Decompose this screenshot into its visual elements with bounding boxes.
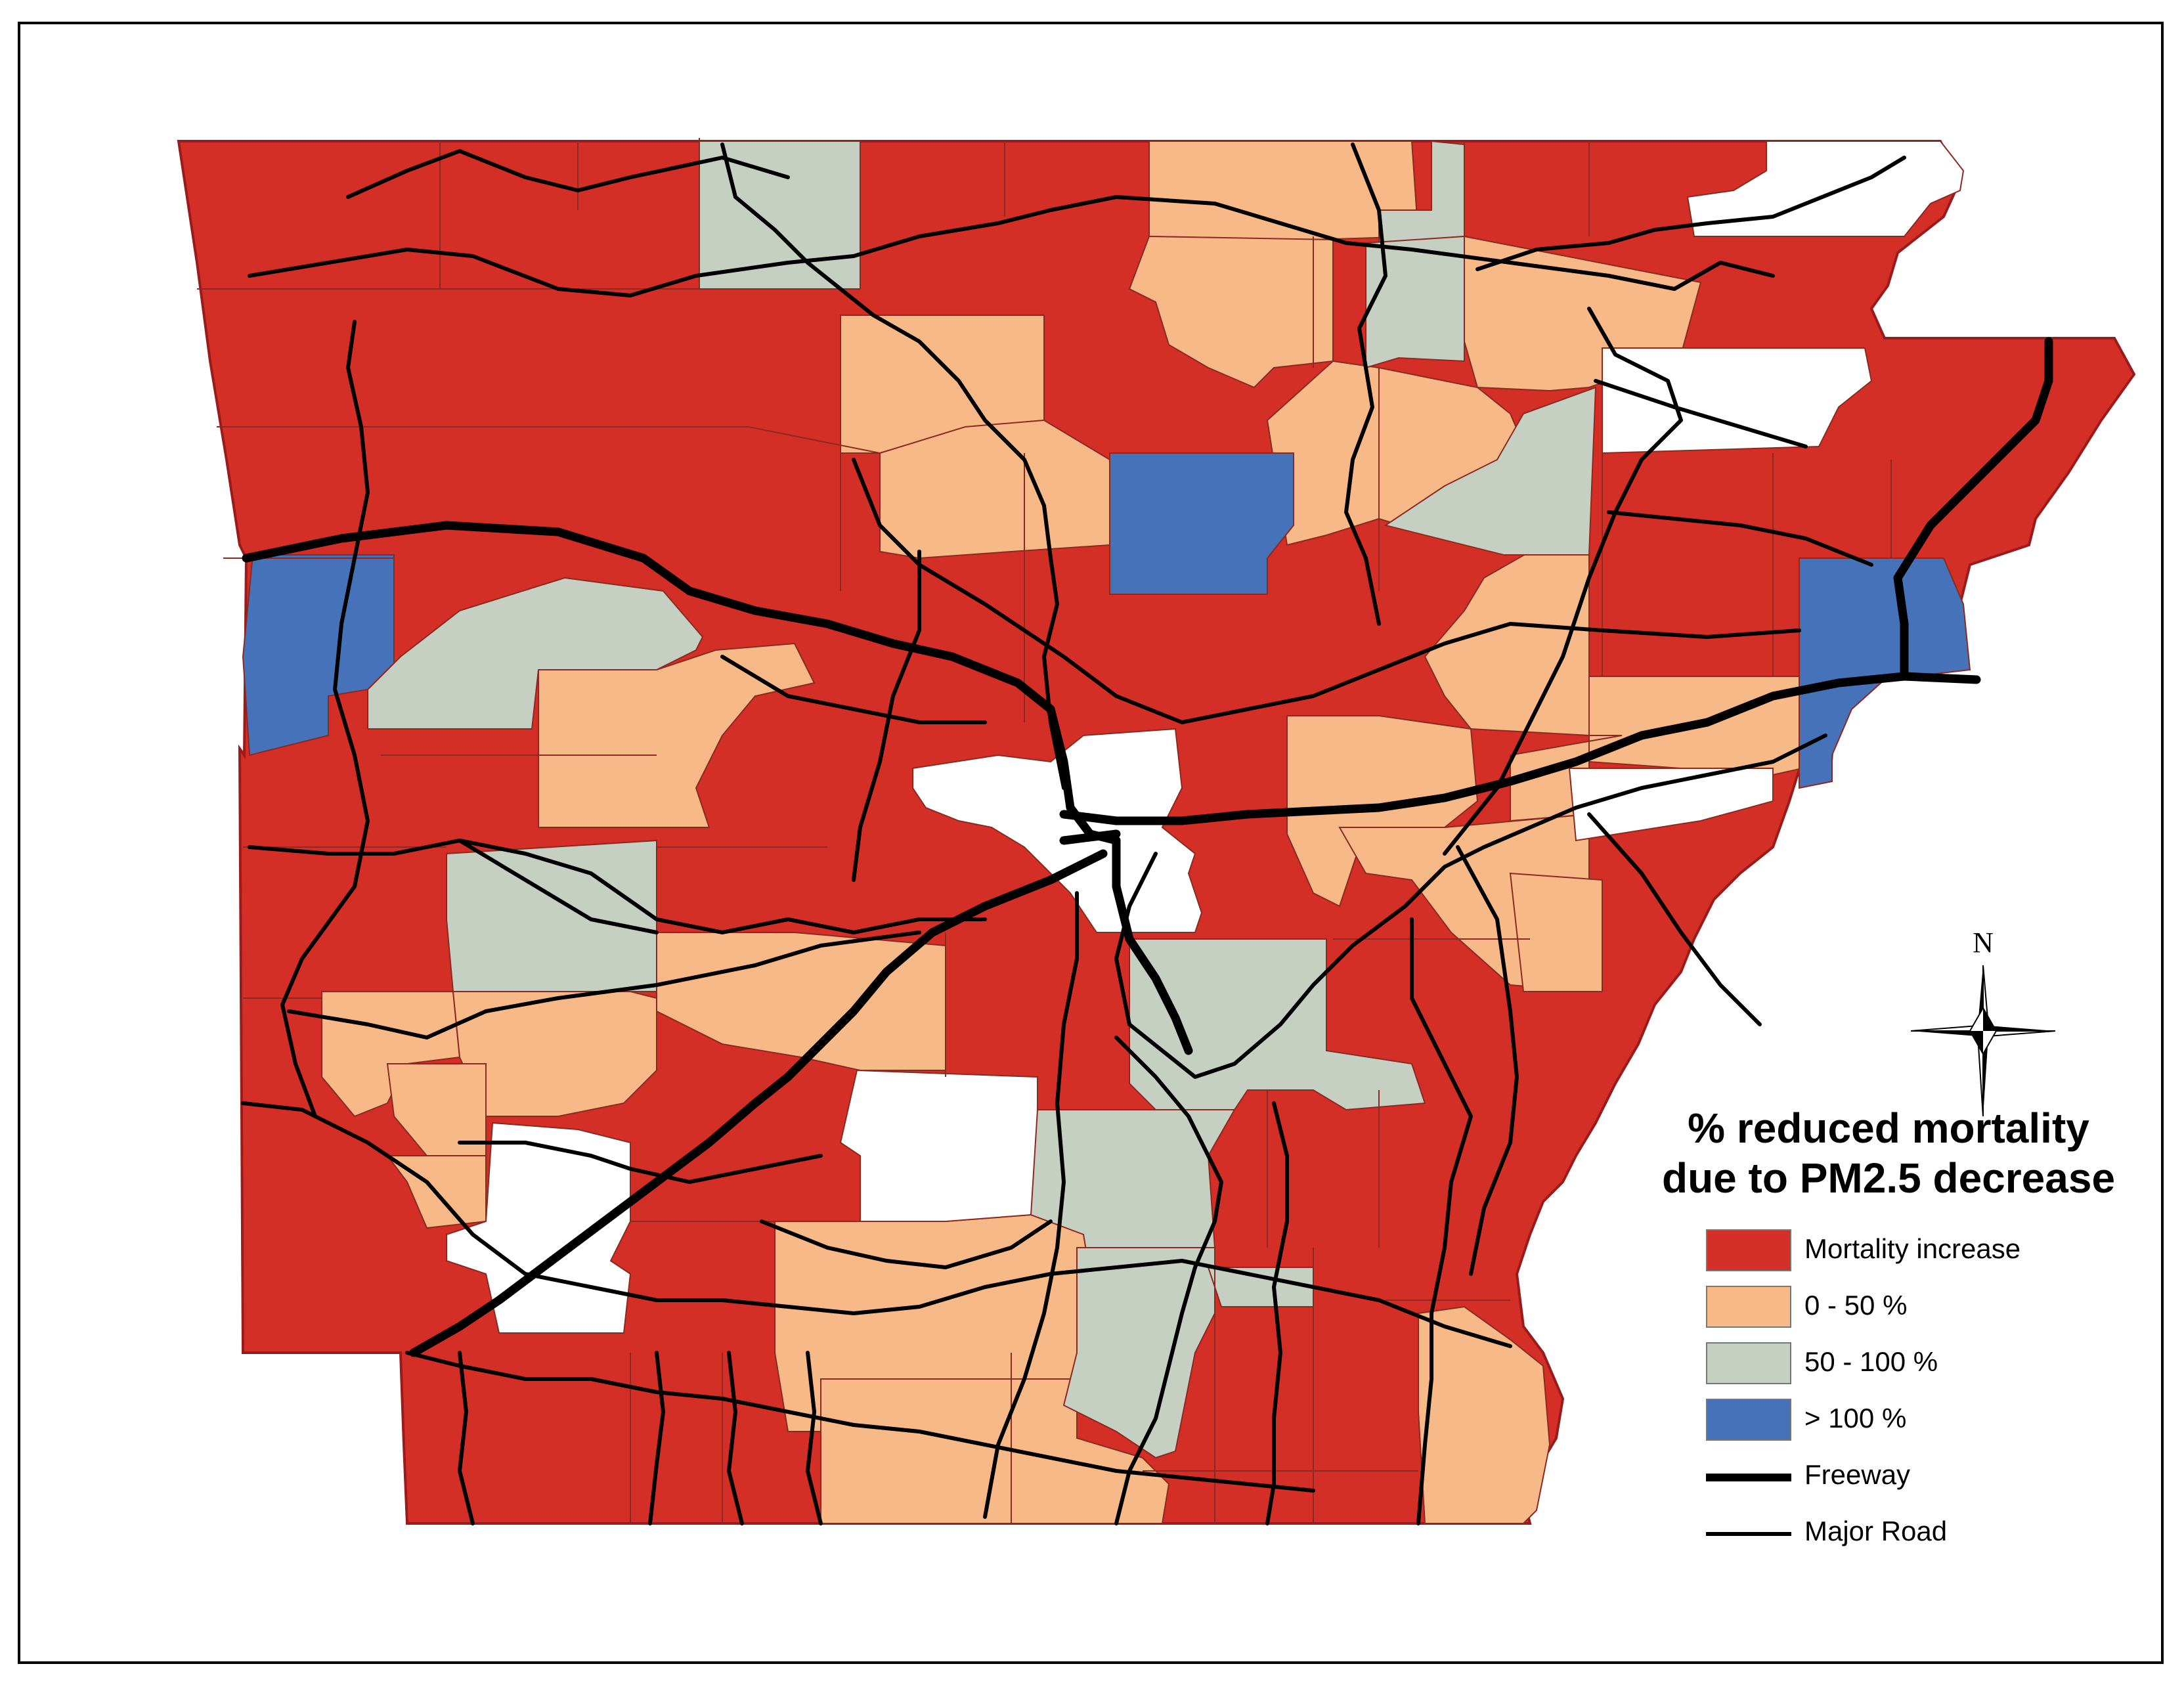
major-road-line-symbol [1706, 1532, 1791, 1536]
legend-title-line2: due to PM2.5 decrease [1661, 1154, 2116, 1202]
legend-label: Freeway [1804, 1459, 1911, 1490]
counties-over-100 [242, 452, 1971, 789]
legend-swatch [1706, 1286, 1791, 1328]
major-roads [241, 142, 1906, 1525]
legend-item-major-road: Major Road [1706, 1512, 2100, 1556]
county-lines [197, 138, 1892, 1523]
legend-label: > 100 % [1804, 1403, 1907, 1433]
freeways [242, 337, 2053, 1357]
legend-title-line1: % reduced mortality [1688, 1105, 2089, 1152]
compass-north-label: N [1973, 927, 1994, 959]
legend-title: % reduced mortality due to PM2.5 decreas… [1646, 1103, 2131, 1203]
legend-label: Mortality increase [1804, 1233, 2021, 1264]
legend-item-over-100: > 100 % [1706, 1399, 2100, 1443]
legend-item-50-100: 50 - 100 % [1706, 1342, 2100, 1387]
legend-item-mortality-increase: Mortality increase [1706, 1229, 2100, 1274]
freeway-line-symbol [1706, 1474, 1791, 1481]
legend-item-0-50: 0 - 50 % [1706, 1286, 2100, 1330]
legend-label: 50 - 100 % [1804, 1346, 1938, 1377]
north-arrow-icon [1910, 965, 2056, 1117]
counties-50-100 [367, 140, 1597, 1459]
legend-swatch [1706, 1342, 1791, 1384]
legend-swatch [1706, 1229, 1791, 1271]
legend-label: 0 - 50 % [1804, 1290, 1908, 1321]
legend-swatch [1706, 1399, 1791, 1441]
legend-label: Major Road [1804, 1516, 1948, 1546]
legend-item-freeway: Freeway [1706, 1455, 2100, 1500]
